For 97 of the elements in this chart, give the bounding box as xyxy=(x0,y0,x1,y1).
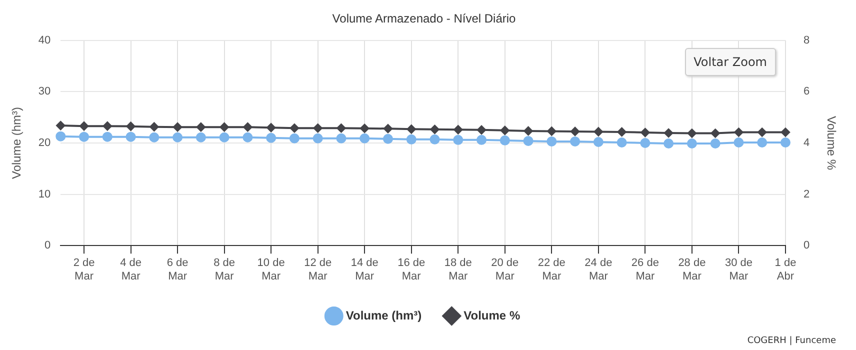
point xyxy=(547,126,556,136)
point xyxy=(266,123,276,132)
point xyxy=(686,138,697,149)
y2-tick-label: 4 xyxy=(803,137,810,150)
point xyxy=(196,132,206,142)
point xyxy=(196,122,206,132)
x-tick-label: 12 de Mar xyxy=(304,257,332,282)
point xyxy=(570,126,580,136)
reset-zoom-button: Voltar Zoom xyxy=(684,48,776,76)
x-tick-label: 14 de Mar xyxy=(350,257,378,282)
point xyxy=(734,128,744,137)
point xyxy=(640,138,650,148)
legend-label: Volume % xyxy=(464,308,520,322)
point xyxy=(430,124,440,134)
point xyxy=(79,132,90,142)
x-tick-label: 30 de Mar xyxy=(724,257,752,282)
point xyxy=(757,137,768,148)
point xyxy=(476,134,487,145)
point xyxy=(546,136,557,146)
x-tick-label: 22 de Mar xyxy=(538,257,566,282)
y-axis-title: Volume (hm³) xyxy=(10,106,24,180)
y2-tick-label: 2 xyxy=(803,188,810,200)
x-tick-label: 6 de Mar xyxy=(166,257,188,282)
x-tick-label: 4 de Mar xyxy=(120,257,142,282)
x-tick-label: 18 de Mar xyxy=(444,257,472,282)
point xyxy=(500,126,510,135)
point xyxy=(290,124,299,133)
point xyxy=(454,125,463,134)
point xyxy=(102,132,112,142)
x-tick-label: 2 de Mar xyxy=(73,257,95,282)
point xyxy=(524,126,533,136)
point xyxy=(664,138,674,149)
point xyxy=(243,122,252,132)
point xyxy=(383,124,392,134)
point xyxy=(710,138,720,149)
point xyxy=(406,134,416,144)
point xyxy=(336,133,346,144)
point xyxy=(360,133,370,144)
chart-title: Volume Armazenado - Nível Diário xyxy=(332,12,516,26)
x-tick-label: 24 de Mar xyxy=(584,257,612,282)
x-tick-label: 8 de Mar xyxy=(214,257,236,282)
point xyxy=(594,127,603,136)
point xyxy=(336,124,346,133)
point xyxy=(477,125,486,134)
point xyxy=(687,128,696,138)
point xyxy=(406,124,416,134)
point xyxy=(149,132,160,142)
point xyxy=(313,124,322,133)
y-tick-label: 0 xyxy=(44,240,51,252)
point xyxy=(430,134,440,144)
y2-tick-label: 0 xyxy=(803,240,810,252)
point xyxy=(126,122,136,131)
y2-axis-title: Volume % xyxy=(824,116,838,170)
point xyxy=(312,133,323,144)
y2-tick-label: 6 xyxy=(803,86,810,98)
point xyxy=(780,137,790,148)
text: COGERH | Funceme xyxy=(747,336,836,346)
point xyxy=(56,121,66,130)
point xyxy=(780,128,790,137)
point xyxy=(56,131,66,142)
point xyxy=(570,136,580,146)
point xyxy=(617,127,626,136)
point xyxy=(616,137,627,148)
point xyxy=(640,128,650,137)
x-tick-label: 20 de Mar xyxy=(491,257,519,282)
point xyxy=(289,133,300,144)
x-tick-label: 10 de Mar xyxy=(257,257,285,282)
point xyxy=(173,122,182,132)
point xyxy=(126,132,136,142)
point xyxy=(80,122,89,131)
y-tick-label: 10 xyxy=(38,188,51,200)
point xyxy=(382,134,393,144)
x-tick-label: 28 de Mar xyxy=(678,257,706,282)
point xyxy=(172,132,183,142)
legend-label: Volume (hm³) xyxy=(346,308,422,322)
x-tick-label: 1 de Abr xyxy=(774,257,796,282)
point xyxy=(150,122,159,132)
point xyxy=(500,135,510,146)
y-tick-label: 20 xyxy=(38,137,51,150)
point xyxy=(220,122,229,132)
y2-tick-label: 8 xyxy=(803,34,810,46)
point xyxy=(266,132,276,143)
point xyxy=(758,128,767,137)
point xyxy=(523,136,534,146)
x-tick-label: 26 de Mar xyxy=(631,257,659,282)
point xyxy=(734,137,744,148)
point xyxy=(242,132,253,142)
point xyxy=(102,122,112,131)
x-tick-label: 16 de Mar xyxy=(398,257,426,282)
point xyxy=(453,134,464,145)
point xyxy=(593,136,604,147)
y-tick-label: 40 xyxy=(38,34,51,46)
point xyxy=(710,128,720,138)
point xyxy=(360,124,370,133)
point xyxy=(219,132,230,142)
point xyxy=(664,128,674,138)
y-tick-label: 30 xyxy=(38,86,51,98)
